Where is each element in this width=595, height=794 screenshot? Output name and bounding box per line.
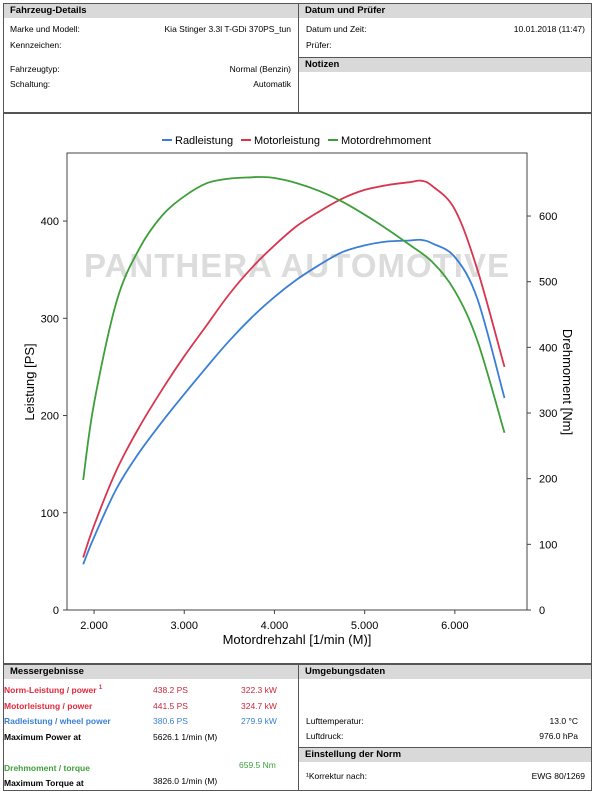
legend-label-motorleistung: Motorleistung [254, 135, 320, 147]
max-power-value: 5626.1 1/min (M) [153, 732, 218, 742]
results-frame [3, 664, 592, 791]
y-tick-label: 100 [41, 508, 59, 520]
y-axis-label: Leistung [PS] [22, 343, 37, 420]
max-torque-value: 3826.0 1/min (M) [153, 776, 218, 786]
type-value: Normal (Benzin) [229, 64, 291, 74]
legend-label-radleistung: Radleistung [175, 135, 233, 147]
y2-tick-label: 100 [539, 539, 557, 551]
x-tick-label: 4.000 [261, 620, 289, 632]
series-line-radleistung [82, 238, 506, 565]
x-tick-label: 6.000 [441, 620, 469, 632]
notes-header: Notizen [299, 58, 591, 72]
series-line-motorleistung [82, 179, 506, 558]
press-label: Luftdruck: [306, 731, 344, 741]
results-header: Messergebnisse [4, 665, 298, 679]
results-divider [298, 664, 299, 791]
plot-area [66, 152, 528, 611]
chart-frame [3, 113, 592, 664]
model-label: Marke und Modell: [10, 24, 80, 34]
ambient-header: Umgebungsdaten [299, 665, 591, 679]
max-power-label: Maximum Power at [4, 732, 81, 742]
notes-divider [298, 57, 592, 58]
correction-label: ¹Korrektur nach: [306, 771, 367, 781]
motor-power-ps: 441.5 PS [153, 701, 188, 711]
gear-value: Automatik [253, 79, 291, 89]
motor-power-label: Motorleistung / power [4, 701, 93, 711]
norm-power-text: Norm-Leistung / power [4, 685, 99, 695]
correction-value: EWG 80/1269 [531, 771, 585, 781]
max-torque-label: Maximum Torque at [4, 778, 84, 788]
motor-power-kw: 324.7 kW [241, 701, 277, 711]
x-tick-label: 2.000 [80, 620, 108, 632]
wheel-power-kw: 279.9 kW [241, 716, 277, 726]
plate-label: Kennzeichen: [10, 40, 62, 50]
norm-power-kw: 322.3 kW [241, 685, 277, 695]
model-value: Kia Stinger 3.3l T-GDi 370PS_tun [164, 24, 291, 34]
vehicle-header: Fahrzeug-Details [4, 4, 298, 18]
torque-label: Drehmoment / torque [4, 763, 90, 773]
y-tick-label: 400 [41, 216, 59, 228]
x-tick-label: 5.000 [351, 620, 379, 632]
norm-power-ps: 438.2 PS [153, 685, 188, 695]
date-header: Datum und Prüfer [299, 4, 591, 18]
torque-value: 659.5 Nm [239, 760, 276, 770]
y-tick-label: 0 [53, 605, 59, 617]
norm-header: Einstellung der Norm [299, 748, 591, 762]
y2-tick-label: 300 [539, 408, 557, 420]
y2-tick-label: 600 [539, 211, 557, 223]
wheel-power-label: Radleistung / wheel power [4, 716, 111, 726]
y2-tick-label: 400 [539, 342, 557, 354]
legend-label-motordrehmoment: Motordrehmoment [341, 135, 431, 147]
x-axis-label: Motordrehzahl [1/min (M)] [223, 632, 372, 647]
press-value: 976.0 hPa [539, 731, 578, 741]
y2-axis-label: Drehmoment [Nm] [560, 329, 575, 435]
details-frame [3, 3, 592, 113]
norm-divider [298, 747, 592, 748]
date-label: Datum und Zeit: [306, 24, 367, 34]
temp-label: Lufttemperatur: [306, 716, 364, 726]
y-tick-label: 200 [41, 411, 59, 423]
norm-power-label: Norm-Leistung / power 1 [4, 685, 102, 695]
temp-value: 13.0 °C [549, 716, 578, 726]
y2-tick-label: 200 [539, 474, 557, 486]
y-tick-label: 300 [41, 313, 59, 325]
series-line-motordrehmoment [82, 176, 506, 481]
type-label: Fahrzeugtyp: [10, 64, 60, 74]
x-tick-label: 3.000 [170, 620, 198, 632]
y2-tick-label: 500 [539, 277, 557, 289]
norm-footnote-mark: 1 [98, 685, 103, 692]
date-value: 10.01.2018 (11:47) [513, 24, 585, 34]
watermark: PANTHERA AUTOMOTIVE [84, 247, 510, 284]
details-divider [298, 3, 299, 113]
wheel-power-ps: 380.6 PS [153, 716, 188, 726]
tester-label: Prüfer: [306, 40, 332, 50]
gear-label: Schaltung: [10, 79, 51, 89]
y2-tick-label: 0 [539, 605, 545, 617]
